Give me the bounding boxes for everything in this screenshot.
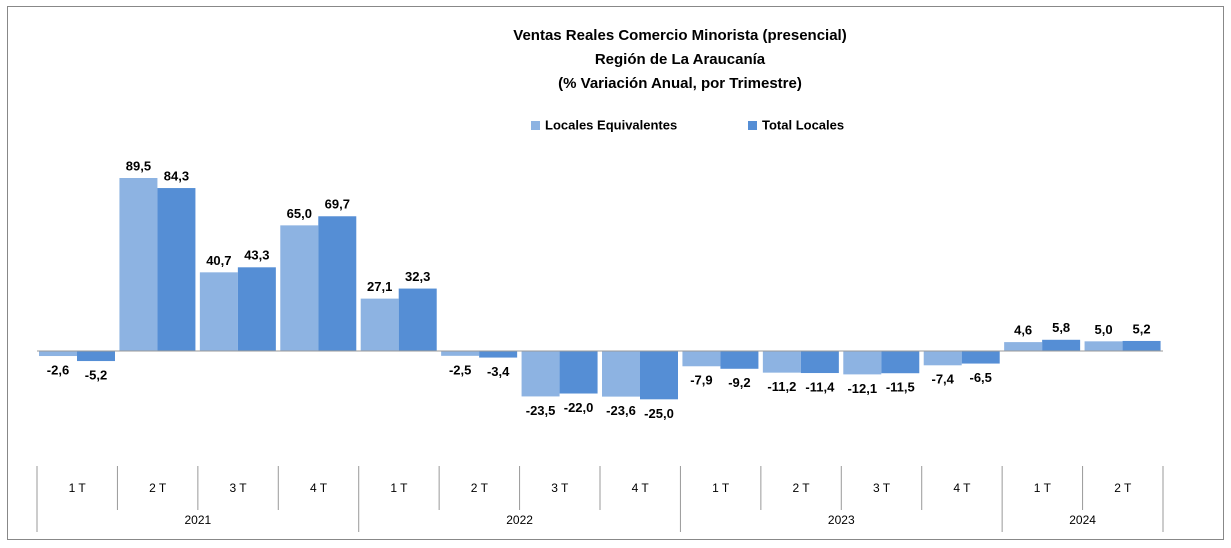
year-label: 2021: [185, 513, 212, 527]
data-label: 5,0: [1095, 322, 1113, 337]
data-label: 5,2: [1133, 321, 1151, 336]
x-tick-label: 4 T: [310, 481, 328, 495]
bar: [318, 216, 357, 351]
x-tick-label: 3 T: [873, 481, 891, 495]
bar: [441, 351, 480, 356]
bar: [39, 351, 77, 357]
x-tick-label: 2 T: [793, 481, 811, 495]
x-tick-label: 3 T: [230, 481, 248, 495]
chart-subtitle: Región de La Araucanía: [595, 51, 766, 68]
bar: [843, 351, 882, 375]
bar: [640, 351, 678, 400]
data-label: -5,2: [85, 367, 107, 382]
bar: [521, 351, 560, 397]
bar: [157, 188, 196, 351]
bar: [1084, 341, 1123, 351]
x-tick-label: 3 T: [551, 481, 569, 495]
bar: [199, 272, 238, 351]
bar: [1122, 340, 1161, 351]
bar: [280, 225, 319, 351]
x-tick-label: 2 T: [471, 481, 489, 495]
bar: [682, 351, 721, 367]
chart-title: Ventas Reales Comercio Minorista (presen…: [513, 27, 846, 44]
data-label: -7,9: [690, 373, 712, 388]
bar: [762, 351, 801, 373]
bar: [119, 178, 158, 351]
x-tick-label: 4 T: [953, 481, 971, 495]
data-label: -23,5: [526, 403, 556, 418]
x-tick-label: 1 T: [1034, 481, 1052, 495]
data-label: -7,4: [932, 372, 955, 387]
data-label: -23,6: [606, 403, 636, 418]
data-label: 65,0: [287, 206, 312, 221]
data-label: -9,2: [728, 375, 750, 390]
bar: [360, 298, 399, 351]
bar: [559, 351, 598, 394]
bar: [881, 351, 920, 374]
bar: [398, 288, 437, 351]
chart-subtitle: (% Variación Anual, por Trimestre): [558, 75, 802, 92]
legend-swatch: [531, 121, 540, 130]
x-tick-label: 1 T: [69, 481, 87, 495]
data-label: -2,5: [449, 362, 471, 377]
data-label: -11,5: [886, 380, 915, 395]
data-label: -2,6: [47, 362, 69, 377]
data-label: -6,5: [970, 370, 992, 385]
bar: [720, 351, 759, 369]
bar: [237, 267, 276, 351]
legend-label: Locales Equivalentes: [545, 117, 677, 132]
data-label: 43,3: [244, 248, 269, 263]
data-label: -3,4: [487, 364, 510, 379]
x-tick-label: 1 T: [390, 481, 408, 495]
x-tick-label: 2 T: [1114, 481, 1132, 495]
x-tick-label: 4 T: [632, 481, 650, 495]
data-label: -22,0: [564, 400, 594, 415]
bar: [1042, 339, 1081, 351]
legend-swatch: [748, 121, 757, 130]
bar: [77, 351, 115, 362]
data-label: -12,1: [847, 381, 877, 396]
legend-label: Total Locales: [762, 117, 844, 132]
year-label: 2022: [506, 513, 533, 527]
x-tick-label: 1 T: [712, 481, 730, 495]
data-label: 84,3: [164, 168, 189, 183]
bar: [923, 351, 962, 366]
data-label: 27,1: [367, 279, 392, 294]
year-label: 2024: [1069, 513, 1096, 527]
data-label: 5,8: [1052, 320, 1070, 335]
bar: [1004, 342, 1043, 351]
bar: [800, 351, 839, 374]
bar: [479, 351, 518, 358]
data-label: 40,7: [206, 253, 231, 268]
data-label: -11,2: [767, 379, 796, 394]
x-tick-label: 2 T: [149, 481, 167, 495]
data-label: 69,7: [325, 197, 350, 212]
data-label: -25,0: [644, 406, 674, 421]
bar: [602, 351, 640, 397]
data-label: 32,3: [405, 269, 430, 284]
data-label: 4,6: [1014, 323, 1032, 338]
year-label: 2023: [828, 513, 855, 527]
data-label: 89,5: [126, 158, 151, 173]
data-label: -11,4: [805, 379, 835, 394]
bar: [961, 351, 1000, 364]
